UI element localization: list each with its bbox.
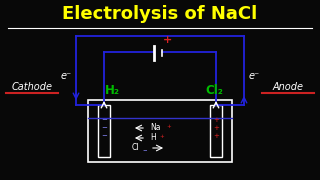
Bar [88, 100, 232, 162]
Text: H: H [150, 134, 156, 143]
Text: e⁻: e⁻ [60, 71, 72, 81]
Text: Na: Na [150, 123, 161, 132]
Bar [98, 105, 110, 157]
Text: Anode: Anode [273, 82, 303, 92]
Text: −: − [101, 117, 107, 123]
Text: +: + [213, 117, 219, 123]
Text: +: + [164, 35, 172, 45]
Text: Cl₂: Cl₂ [205, 84, 223, 96]
Text: +: + [166, 123, 171, 129]
Text: +: + [159, 134, 164, 138]
Text: −: − [101, 125, 107, 131]
Text: −: − [142, 147, 147, 152]
Text: e⁻: e⁻ [248, 71, 260, 81]
Text: −: − [101, 133, 107, 139]
Text: Electrolysis of NaCl: Electrolysis of NaCl [62, 5, 258, 23]
Text: +: + [213, 133, 219, 139]
Text: +: + [213, 125, 219, 131]
Text: Cathode: Cathode [12, 82, 52, 92]
Text: Cl: Cl [132, 143, 140, 152]
Text: H₂: H₂ [105, 84, 119, 96]
Bar [210, 105, 222, 157]
